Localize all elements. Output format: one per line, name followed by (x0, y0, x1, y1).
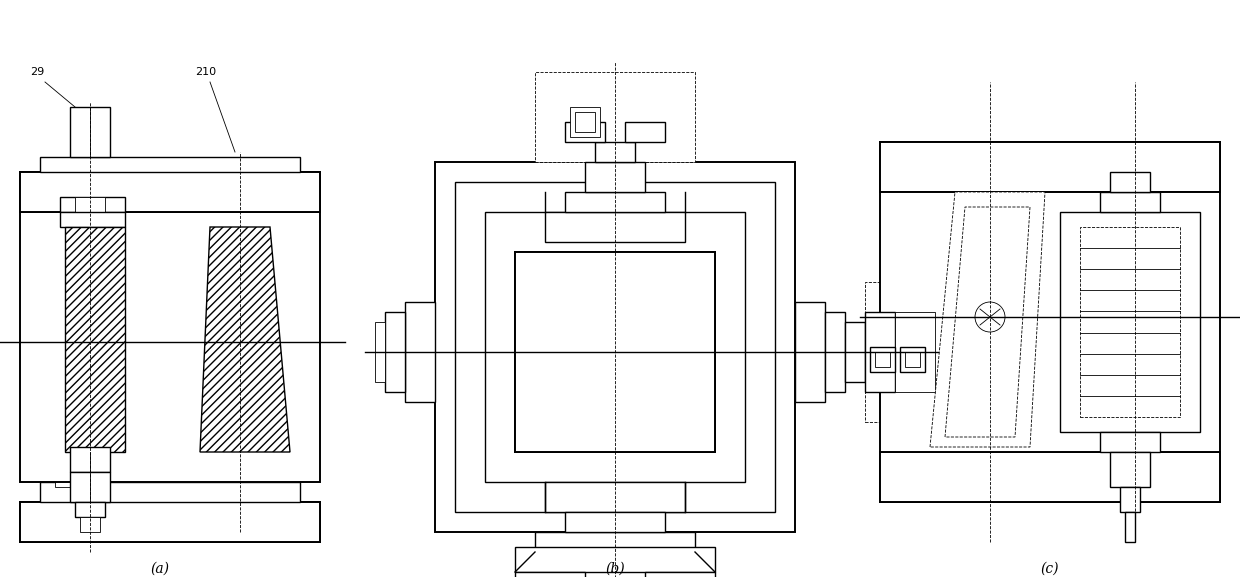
Bar (74, 197, 105, 212)
Polygon shape (945, 207, 1030, 437)
Bar (60, 197, 125, 212)
Bar (1060, 212, 1200, 432)
Bar (40, 157, 300, 172)
Bar (875, 352, 890, 367)
Bar (20, 212, 320, 482)
Text: (c): (c) (1040, 562, 1059, 576)
Polygon shape (200, 227, 290, 452)
Bar (435, 162, 795, 532)
Bar (880, 142, 1220, 192)
Bar (55, 479, 105, 487)
Bar (880, 452, 1220, 502)
Bar (40, 482, 300, 502)
Bar (825, 312, 844, 392)
Bar (880, 142, 1220, 192)
Bar (534, 72, 694, 162)
Bar (866, 312, 895, 392)
Bar (546, 212, 684, 242)
Bar (81, 517, 100, 532)
Polygon shape (930, 192, 1045, 447)
Bar (60, 212, 125, 227)
Bar (895, 312, 935, 392)
Bar (795, 302, 825, 402)
Bar (515, 252, 715, 452)
Bar (69, 472, 110, 502)
Bar (905, 352, 920, 367)
Text: (b): (b) (605, 562, 625, 576)
Bar (69, 447, 110, 472)
Bar (515, 252, 715, 452)
Bar (1110, 172, 1149, 192)
Bar (900, 347, 925, 372)
Text: 29: 29 (30, 67, 45, 77)
Polygon shape (64, 227, 125, 452)
Bar (384, 312, 405, 392)
Bar (870, 347, 895, 372)
Bar (880, 192, 1220, 452)
Bar (485, 212, 745, 482)
Bar (74, 502, 105, 517)
Bar (645, 572, 715, 577)
Text: 210: 210 (195, 67, 216, 77)
Bar (565, 512, 665, 532)
Bar (534, 532, 694, 552)
Bar (575, 112, 595, 132)
Bar (1080, 227, 1180, 417)
Bar (565, 122, 605, 142)
Bar (546, 482, 684, 512)
Bar (565, 192, 665, 212)
Text: (a): (a) (150, 562, 170, 576)
Bar (844, 322, 866, 382)
Bar (1125, 512, 1135, 542)
Bar (1100, 192, 1159, 212)
Bar (1120, 487, 1140, 512)
Bar (374, 322, 384, 382)
Bar (1110, 452, 1149, 487)
Bar (20, 502, 320, 542)
Bar (585, 162, 645, 192)
Bar (1100, 432, 1159, 452)
Bar (20, 172, 320, 212)
Bar (595, 142, 635, 162)
Bar (20, 172, 320, 212)
Bar (570, 107, 600, 137)
Bar (455, 182, 775, 512)
Bar (405, 302, 435, 402)
Bar (625, 122, 665, 142)
Bar (866, 282, 955, 422)
Bar (20, 502, 320, 542)
Bar (880, 452, 1220, 502)
Bar (515, 572, 585, 577)
Bar (69, 107, 110, 157)
Bar (515, 547, 715, 572)
